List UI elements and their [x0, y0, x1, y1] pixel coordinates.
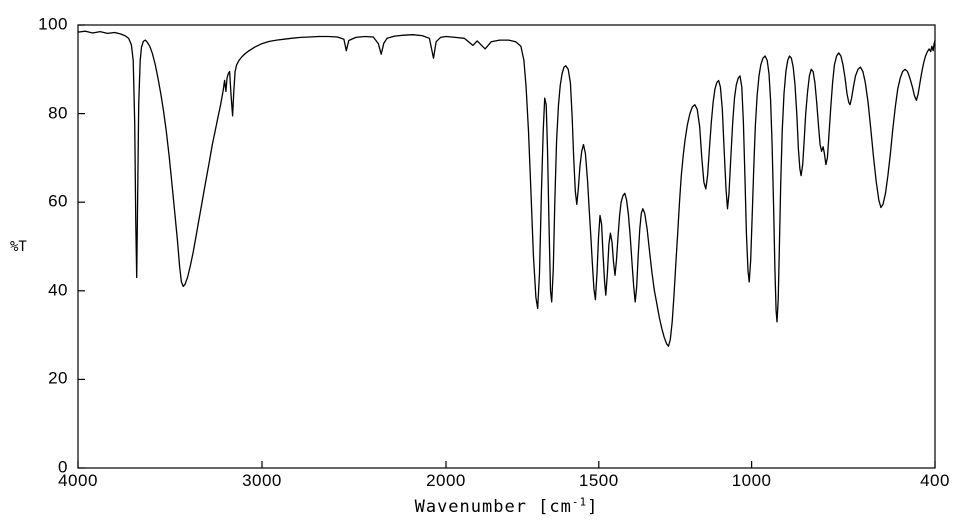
- x-tick-label: 1500: [578, 471, 619, 490]
- x-axis-label-close-bracket: ]: [587, 497, 599, 517]
- spectrum-trace: [77, 30, 936, 347]
- y-tick-label: 0: [58, 457, 68, 477]
- x-axis-label: Wavenumber [cm-1]: [78, 495, 935, 517]
- axis-ticks: [77, 24, 936, 469]
- y-axis-label: %T: [10, 239, 27, 255]
- y-tick-label: 40: [48, 280, 68, 300]
- plot-frame: [77, 24, 936, 469]
- y-tick-label: 20: [48, 368, 68, 388]
- y-tick-label: 80: [48, 103, 68, 123]
- x-tick-label: 3000: [242, 471, 282, 490]
- x-tick-label: 400: [920, 471, 950, 490]
- y-tick-label: 100: [38, 14, 68, 34]
- x-tick-label: 1000: [731, 471, 772, 490]
- x-tick-label: 2000: [426, 471, 466, 490]
- x-axis-label-text: Wavenumber [cm: [414, 497, 572, 517]
- x-tick-label: 4000: [58, 471, 98, 490]
- x-axis-label-superscript: -1: [571, 495, 588, 509]
- y-tick-label: 60: [48, 191, 68, 211]
